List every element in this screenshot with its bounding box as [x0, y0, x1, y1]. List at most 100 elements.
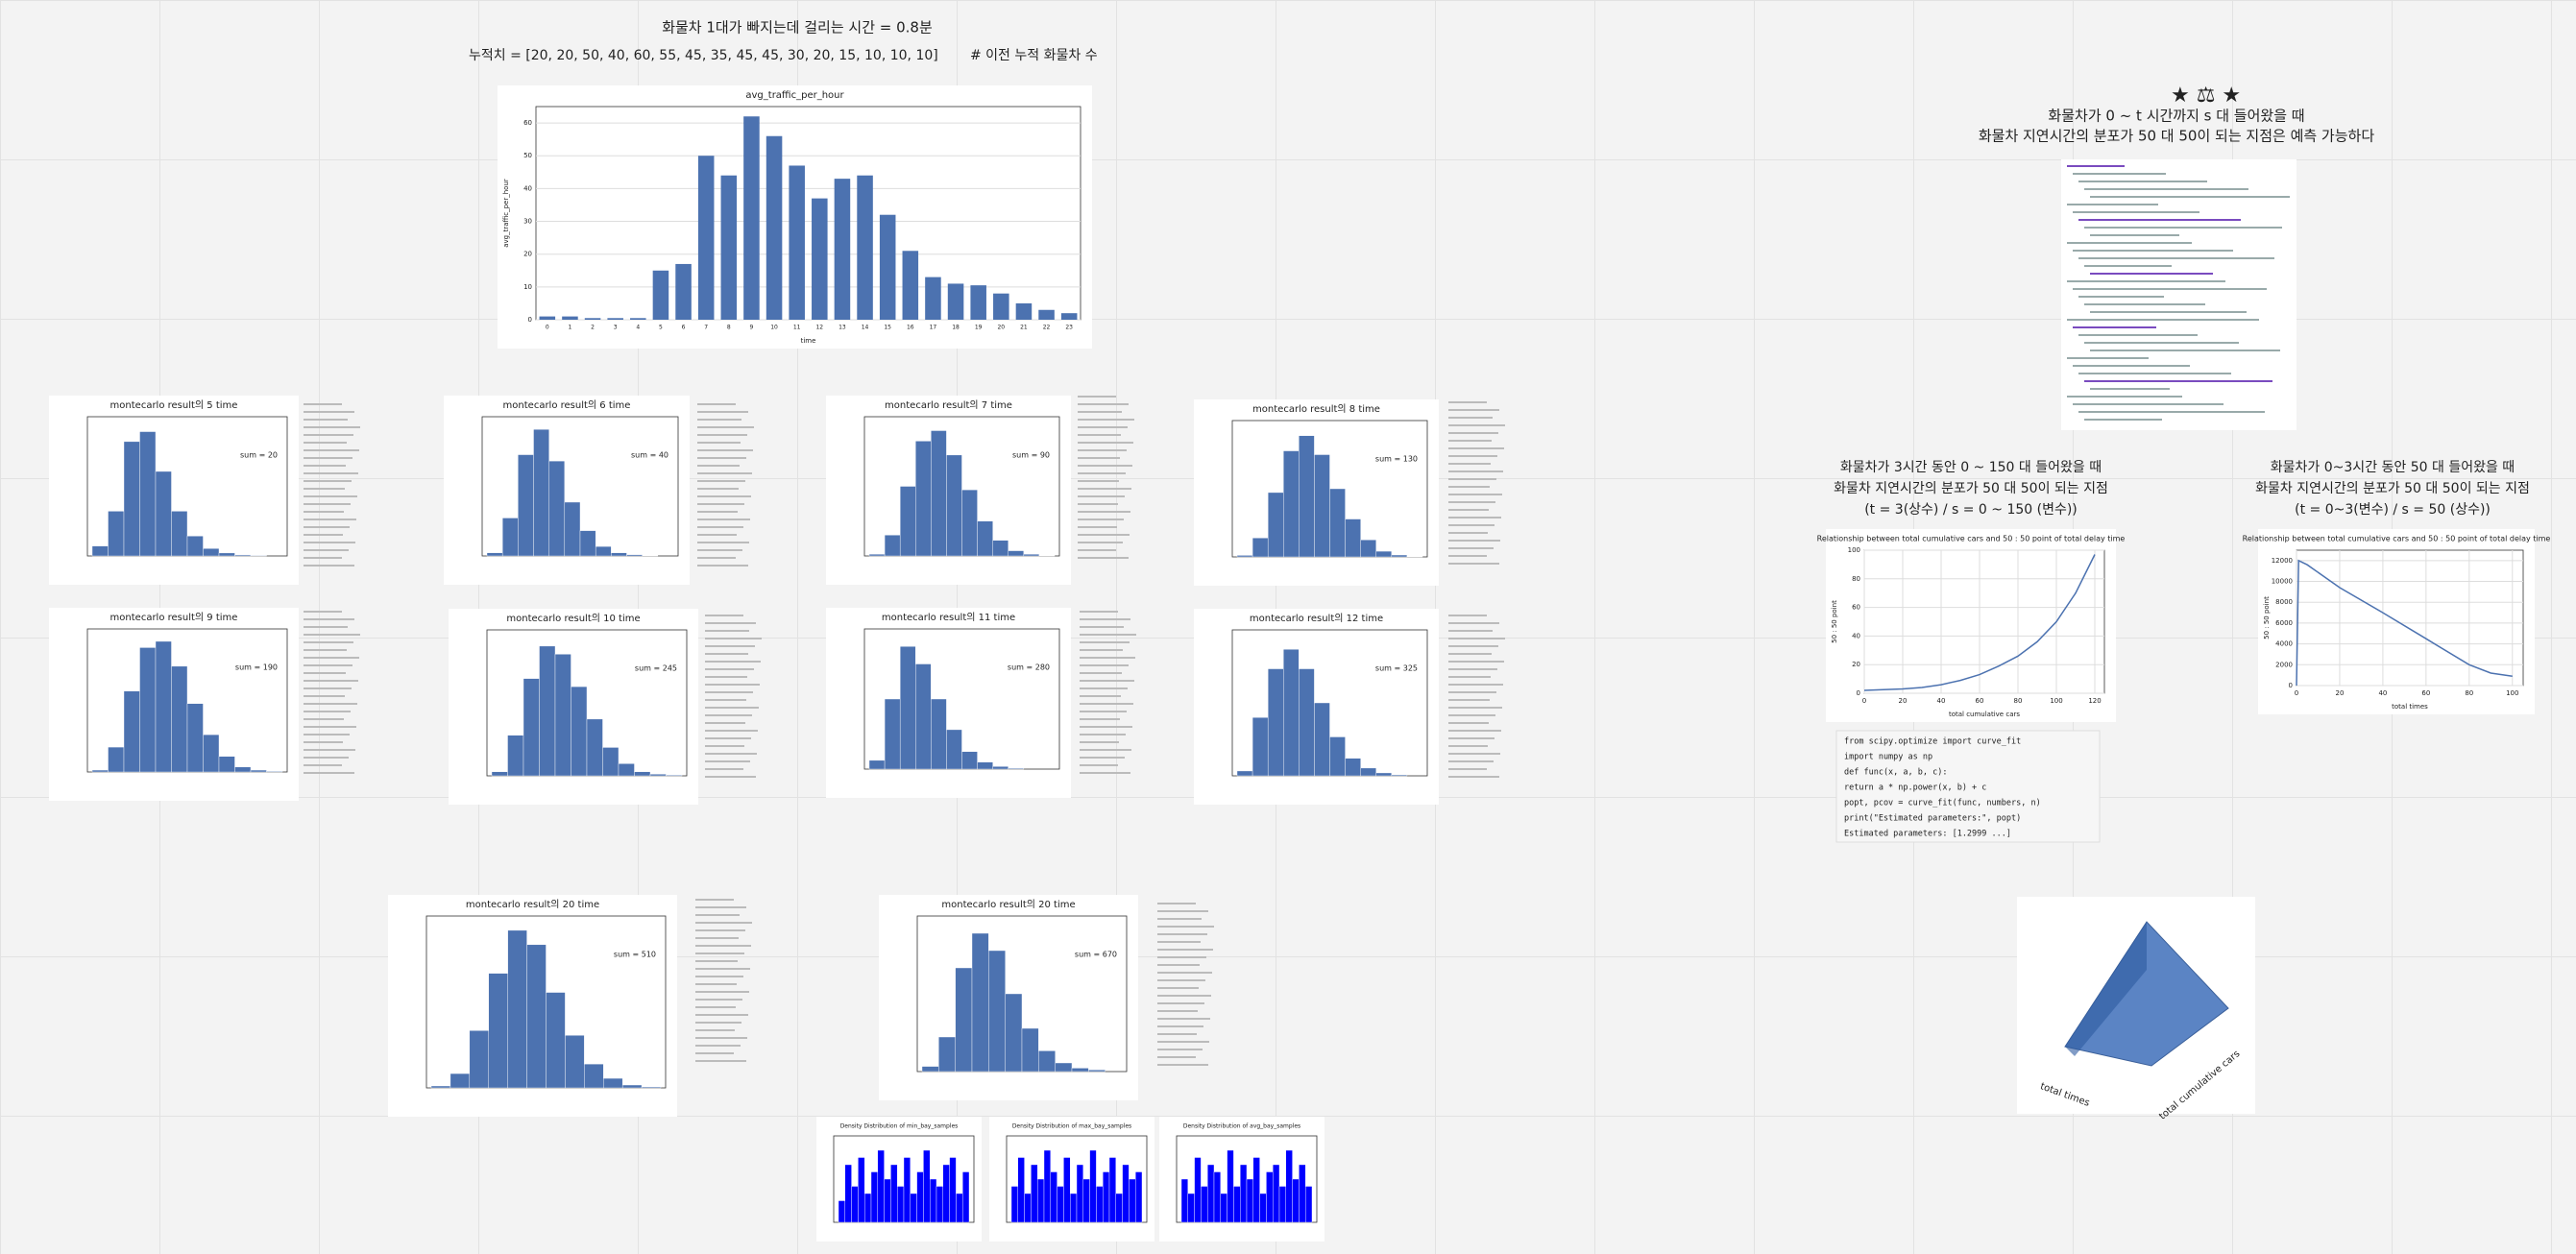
- side-table-line: [1448, 653, 1492, 655]
- chart-title: montecarlo result의 11 time: [882, 612, 1015, 623]
- side-table-line: [697, 542, 749, 543]
- side-table-line: [1448, 760, 1494, 762]
- side-table-line: [705, 630, 749, 632]
- histogram-bar: [1233, 1186, 1241, 1223]
- side-table-line: [697, 503, 744, 505]
- code-line: [2084, 188, 2248, 190]
- chart-title: Density Distribution of max_bay_samples: [1012, 1123, 1131, 1130]
- code-line: [2078, 411, 2265, 413]
- histogram-bar: [526, 944, 547, 1089]
- histogram-bar: [1252, 1157, 1260, 1223]
- side-table-line: [695, 922, 752, 924]
- x-tick-label: 7: [704, 325, 708, 331]
- side-table-line: [1448, 661, 1504, 663]
- side-table-line: [1078, 488, 1131, 490]
- side-table-line: [1080, 734, 1126, 736]
- side-table-line: [695, 1029, 735, 1031]
- chart-title: Relationship between total cumulative ca…: [2243, 535, 2551, 543]
- code-line: [2078, 257, 2274, 259]
- side-table-line: [697, 511, 738, 513]
- side-table-line: [1448, 432, 1498, 434]
- side-table-line: [695, 1060, 746, 1062]
- histogram-bar: [203, 734, 220, 773]
- side-table-line: [1080, 626, 1124, 628]
- side-table-line: [1080, 657, 1135, 659]
- side-table-line: [304, 672, 346, 674]
- histogram-bar: [108, 511, 125, 557]
- bar: [902, 251, 919, 320]
- histogram-bar: [1375, 550, 1393, 558]
- x-tick-label: 80: [2465, 689, 2473, 697]
- y-tick-label: 6000: [2275, 619, 2293, 627]
- histogram-bar: [1314, 454, 1330, 558]
- side-table-line: [1157, 1064, 1208, 1066]
- histogram-bar: [956, 1193, 963, 1223]
- histogram-bar: [1017, 1157, 1025, 1223]
- side-table-line: [1448, 401, 1487, 403]
- x-tick-label: 0: [546, 325, 549, 331]
- side-table-line: [1078, 403, 1129, 405]
- side-table-line: [1080, 641, 1130, 643]
- side-table-line: [304, 480, 352, 482]
- histogram-bar: [851, 1186, 859, 1223]
- side-table-line: [1078, 465, 1132, 467]
- histogram-bar: [1283, 649, 1300, 777]
- bar: [970, 285, 986, 320]
- side-table-line: [705, 676, 747, 678]
- side-table-line: [304, 549, 349, 551]
- side-table-line: [697, 403, 736, 405]
- histogram-bar: [1345, 758, 1361, 777]
- code-line: [2078, 373, 2231, 374]
- code-line: [2090, 388, 2170, 390]
- histogram-bar: [218, 552, 235, 557]
- histogram-bar: [1096, 1186, 1104, 1223]
- side-table-line: [1448, 532, 1488, 534]
- bar: [652, 270, 669, 320]
- histogram-bar: [1239, 1164, 1248, 1223]
- histogram-bar: [518, 454, 534, 557]
- side-table-line: [1157, 926, 1214, 928]
- x-tick-label: 18: [952, 325, 960, 331]
- histogram-bar: [870, 1171, 879, 1223]
- line: [1863, 554, 2096, 691]
- histogram-bar: [450, 1073, 471, 1089]
- chart-title: montecarlo result의 12 time: [1250, 613, 1383, 624]
- side-table-line: [1448, 745, 1488, 747]
- side-table-line: [697, 411, 748, 413]
- histogram-bar: [931, 698, 947, 770]
- side-table-line: [705, 760, 750, 762]
- histogram-bar: [1108, 1157, 1117, 1223]
- histogram-bar: [1267, 492, 1284, 558]
- histogram-bar: [1314, 702, 1330, 777]
- histogram-bar: [946, 454, 962, 557]
- x-tick-label: 11: [793, 325, 801, 331]
- histogram-bar: [1304, 1186, 1313, 1223]
- side-table-line: [1448, 722, 1489, 724]
- histogram-bar: [565, 1035, 585, 1089]
- annotation: sum = 40: [631, 451, 668, 460]
- side-table-line: [697, 480, 745, 482]
- side-table-line: [304, 511, 344, 513]
- histogram-bar: [938, 1036, 956, 1073]
- histogram-bar: [936, 1186, 944, 1223]
- side-table-line: [304, 534, 343, 536]
- code-line: [2073, 250, 2233, 252]
- side-table-line: [705, 661, 761, 663]
- histogram-bar: [564, 501, 581, 557]
- y-tick-label: 40: [523, 184, 532, 192]
- side-table-line: [1157, 1041, 1209, 1043]
- histogram-bar: [584, 1063, 604, 1089]
- bar: [857, 175, 873, 320]
- histogram-bar: [171, 665, 188, 773]
- y-tick-label: 80: [1852, 575, 1860, 583]
- side-table-line: [697, 442, 741, 444]
- histogram-bar: [155, 470, 172, 557]
- note-text: Estimated parameters: [1.2999 ...]: [1844, 830, 2011, 839]
- chart-title: montecarlo result의 10 time: [506, 613, 640, 624]
- histogram-bar: [1360, 767, 1376, 777]
- annotation: sum = 130: [1375, 455, 1418, 464]
- side-table-line: [1448, 501, 1495, 503]
- side-table-line: [1080, 703, 1133, 705]
- x-tick-label: 21: [1020, 325, 1028, 331]
- side-table-line: [1448, 563, 1499, 565]
